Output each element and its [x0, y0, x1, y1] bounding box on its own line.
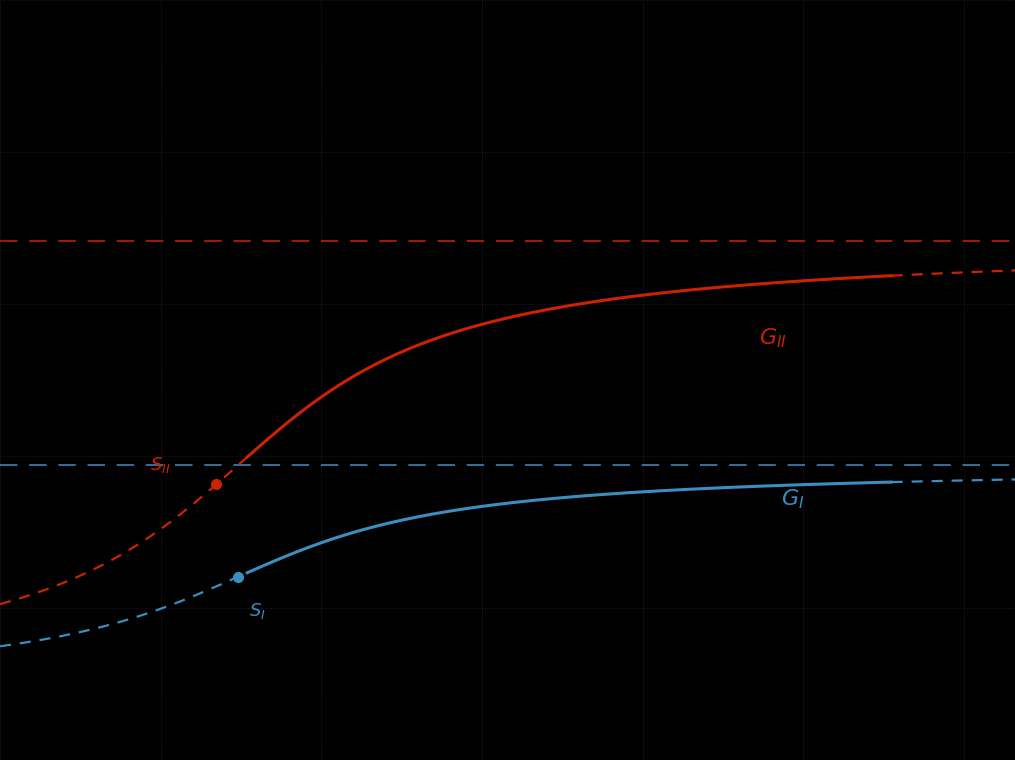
Text: $G_{II}$: $G_{II}$ — [759, 326, 787, 350]
Text: $S_I$: $S_I$ — [249, 601, 266, 621]
Text: $S_{II}$: $S_{II}$ — [150, 455, 171, 476]
Text: $G_I$: $G_I$ — [782, 487, 805, 511]
